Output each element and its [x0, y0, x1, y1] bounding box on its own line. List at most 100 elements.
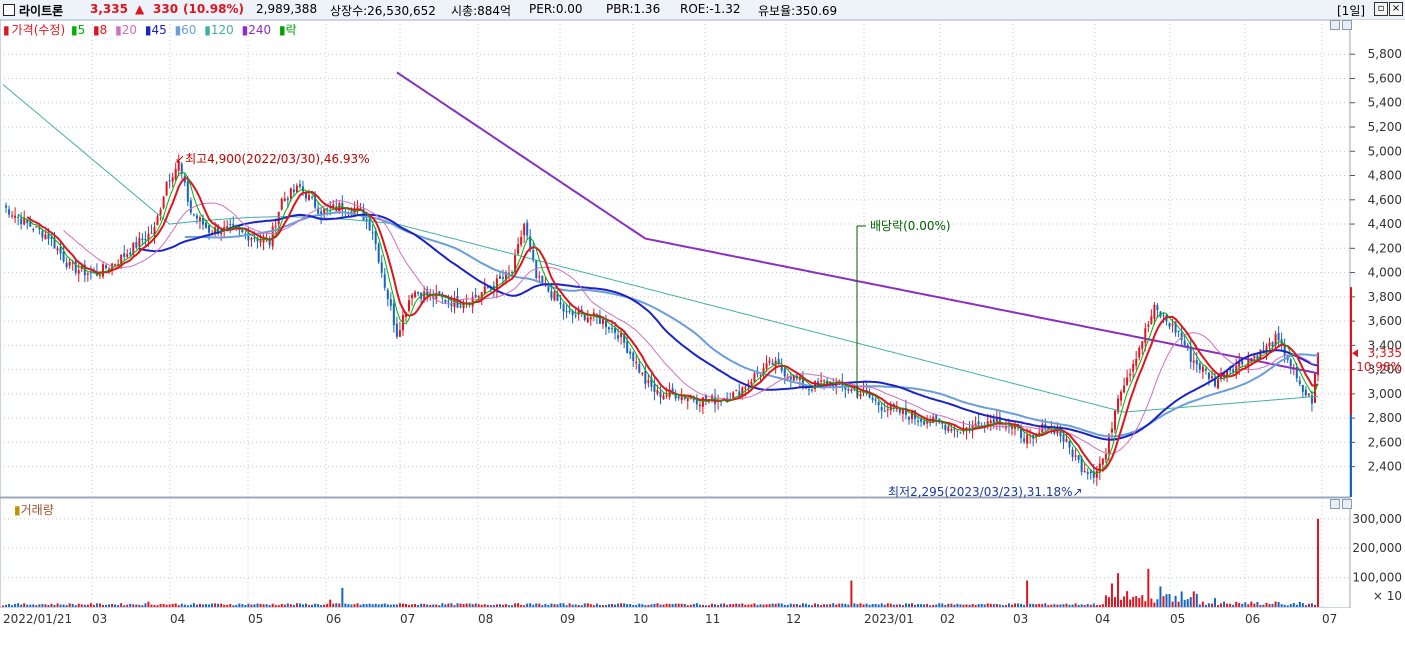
candle-body	[1138, 347, 1141, 358]
volume-bar	[508, 605, 511, 607]
select-checkbox[interactable]	[3, 4, 15, 16]
candle-body	[1307, 393, 1310, 396]
candle-body	[341, 203, 344, 210]
volume-bar	[329, 599, 332, 607]
candle-body	[368, 219, 371, 231]
volume-bar	[941, 603, 944, 607]
maximize-icon[interactable]: ▫	[1374, 2, 1388, 16]
volume-bar	[277, 605, 280, 607]
volume-bar	[26, 604, 29, 607]
volume-bar	[953, 604, 956, 607]
volume-bar	[671, 604, 674, 607]
ma20-line	[63, 200, 1319, 455]
volume-bar	[892, 604, 895, 607]
legend-ma5: ▮5	[70, 23, 86, 37]
volume-bar	[480, 604, 483, 607]
volume-bar	[868, 604, 871, 607]
candle-body	[98, 274, 101, 276]
candle-body	[650, 378, 653, 387]
candle-body	[41, 231, 44, 238]
candle-body	[35, 226, 38, 228]
price-tick-label: 5,800	[1368, 47, 1402, 61]
candle-body	[232, 224, 235, 227]
candle-body	[1235, 365, 1238, 374]
volume-bar	[947, 603, 950, 607]
volume-bar	[271, 603, 274, 607]
volume-bar	[750, 604, 753, 607]
volume-bar	[253, 604, 256, 607]
volume-bar	[686, 605, 689, 607]
volume-bar	[153, 604, 156, 607]
candle-body	[386, 289, 389, 300]
volume-bar	[729, 604, 732, 607]
volume-bar	[486, 604, 489, 607]
candle-body	[280, 198, 283, 210]
volume-bar	[11, 605, 14, 607]
volume-bar	[601, 605, 604, 607]
volume-bar	[723, 603, 726, 607]
volume-bar	[1138, 598, 1141, 607]
volume-bar	[592, 605, 595, 607]
candle-body	[1241, 360, 1244, 365]
candle-body	[156, 216, 159, 225]
candle-body	[83, 264, 86, 276]
candle-body	[74, 260, 77, 273]
volume-bar	[398, 603, 401, 607]
volume-bar	[120, 603, 123, 607]
candle-body	[277, 211, 280, 225]
volume-bar	[662, 604, 665, 607]
volume-bar	[411, 604, 414, 607]
candle-body	[662, 395, 665, 400]
volume-bar	[562, 603, 565, 607]
volume-bar	[1292, 603, 1295, 607]
volume-bar	[1104, 595, 1107, 607]
volume-bar	[71, 603, 74, 607]
volume-bar	[577, 605, 580, 607]
candle-body	[504, 272, 507, 281]
volume-bar	[1001, 605, 1004, 607]
candle-body	[480, 292, 483, 299]
volume-bar	[41, 604, 44, 607]
candle-body	[586, 317, 589, 323]
volume-panel-minimize-icon[interactable]	[1330, 499, 1340, 509]
volume-bar	[95, 603, 98, 607]
volume-bar	[1256, 601, 1259, 607]
period-button[interactable]: [1일]	[1337, 4, 1366, 18]
candle-body	[483, 286, 486, 294]
candle-body	[656, 390, 659, 394]
price-tick-label: 3,400	[1368, 338, 1402, 352]
volume-bar	[565, 605, 568, 607]
candle-body	[547, 286, 550, 292]
panel-close-icon[interactable]	[1342, 20, 1352, 30]
volume-bar	[841, 603, 844, 607]
volume-bar	[171, 603, 174, 607]
candle-body	[332, 204, 335, 209]
volume-bar	[641, 604, 644, 607]
volume-bar	[1113, 597, 1116, 607]
volume-bar	[950, 603, 953, 607]
close-icon[interactable]: ×	[1389, 2, 1403, 16]
volume-bar	[205, 604, 208, 607]
candle-body	[250, 238, 253, 240]
volume-bar	[304, 603, 307, 607]
candle-body	[1147, 324, 1150, 327]
volume-bar	[756, 604, 759, 607]
date-tick-label: 05	[1170, 612, 1185, 626]
volume-bar	[574, 604, 577, 607]
candle-body	[629, 351, 632, 354]
candle-body	[380, 262, 383, 273]
candle-body	[1004, 426, 1007, 429]
candle-body	[374, 230, 377, 244]
candle-body	[259, 240, 262, 243]
volume-bar	[395, 604, 398, 607]
retention-ratio: 유보율:350.69	[758, 4, 838, 18]
volume-panel-close-icon[interactable]	[1342, 499, 1352, 509]
panel-minimize-icon[interactable]	[1330, 20, 1340, 30]
volume-bar	[386, 604, 389, 607]
volume-tick-label: 300,000	[1352, 512, 1402, 526]
volume-bar	[368, 603, 371, 607]
volume-bar	[438, 605, 441, 607]
volume-bar	[483, 604, 486, 607]
volume-bar	[462, 604, 465, 607]
candle-body	[511, 272, 514, 274]
